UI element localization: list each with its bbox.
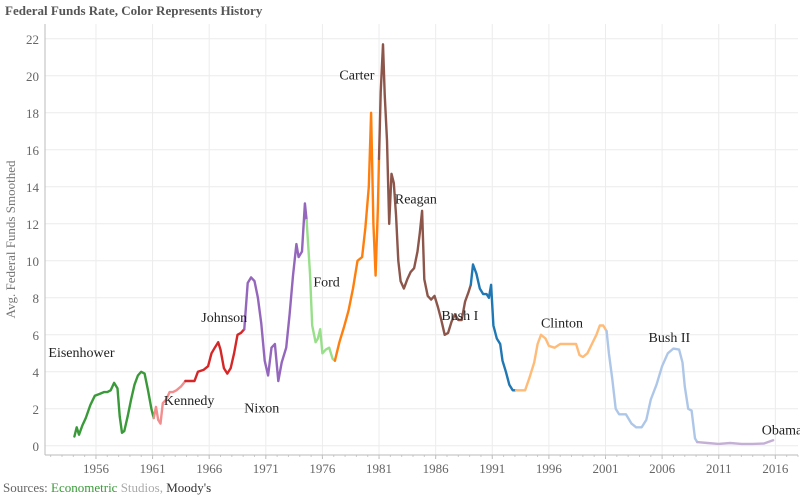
- series-line-eisenhower: [73, 370, 155, 438]
- series-label-eisenhower: Eisenhower: [48, 346, 114, 361]
- series-label-johnson: Johnson: [201, 311, 247, 326]
- axes: 0 2 4 6 8 10 12 14 16 18 20 22 1956 1961 1966 1971 1976 1…: [3, 24, 799, 476]
- series-line-carter: [333, 111, 381, 362]
- x-tick-label: 2011: [706, 461, 732, 476]
- series-labels: Eisenhower Kennedy Johnson Nixon Ford Carter R…: [48, 68, 800, 438]
- series-label-reagan: Reagan: [395, 192, 437, 207]
- gridlines: [45, 24, 798, 455]
- y-tick-label: 6: [33, 328, 40, 343]
- y-tick-label: 2: [33, 402, 40, 417]
- series-line-obama: [696, 439, 775, 446]
- x-tick-label: 1986: [423, 461, 450, 476]
- x-tick-label: 1971: [253, 461, 279, 476]
- sources-prefix: Sources:: [3, 480, 52, 495]
- series-label-obama: Obama: [762, 424, 800, 439]
- x-tick-label: 1981: [366, 461, 392, 476]
- x-tick-label: 1966: [196, 461, 223, 476]
- series-line-nixon: [243, 202, 308, 383]
- series-label-ford: Ford: [313, 276, 339, 291]
- x-tick-label: 2016: [762, 461, 789, 476]
- series-label-bush-i: Bush I: [441, 309, 478, 324]
- x-tick-label: 1976: [309, 461, 336, 476]
- series-label-carter: Carter: [339, 68, 374, 83]
- y-tick-label: 20: [26, 69, 39, 84]
- series-line-bush-i: [469, 263, 518, 392]
- x-tick-label: 1956: [83, 461, 110, 476]
- x-tick-label: 2001: [593, 461, 619, 476]
- sources-studios: Studios: [117, 480, 160, 495]
- series-line-kennedy: [152, 379, 187, 425]
- y-tick-label: 12: [26, 217, 39, 232]
- y-tick-label: 14: [26, 180, 40, 195]
- series-label-kennedy: Kennedy: [164, 394, 215, 409]
- x-tick-label: 1961: [140, 461, 166, 476]
- y-tick-label: 10: [26, 254, 39, 269]
- series-label-nixon: Nixon: [244, 401, 279, 416]
- sources-note: Sources: Econometric Studios, Moody's: [3, 480, 211, 496]
- x-tick-label: 1991: [479, 461, 505, 476]
- y-tick-label: 18: [26, 106, 39, 121]
- y-tick-label: 22: [26, 32, 39, 47]
- series-line-bush-ii: [605, 329, 699, 444]
- series-line-reagan: [377, 43, 472, 336]
- x-tick-label: 2006: [649, 461, 676, 476]
- x-tick-label: 1996: [536, 461, 563, 476]
- sources-moodys: Moody's: [166, 480, 212, 495]
- series-label-bush-ii: Bush II: [649, 331, 691, 346]
- sources-separator: ,: [159, 480, 167, 495]
- sources-econometric: Econometric: [51, 480, 118, 495]
- chart-title: Federal Funds Rate, Color Represents His…: [5, 3, 263, 18]
- series-line-ford: [305, 218, 337, 362]
- series-lines: [73, 43, 775, 446]
- y-tick-label: 8: [33, 291, 40, 306]
- y-tick-label: 0: [33, 439, 40, 454]
- y-tick-label: 16: [26, 143, 40, 158]
- series-line-clinton: [514, 324, 608, 392]
- series-label-clinton: Clinton: [541, 316, 583, 331]
- y-tick-label: 4: [33, 365, 40, 380]
- y-axis-title: Avg. Federal Funds Smoothed: [3, 160, 18, 318]
- series-line-johnson: [184, 328, 246, 383]
